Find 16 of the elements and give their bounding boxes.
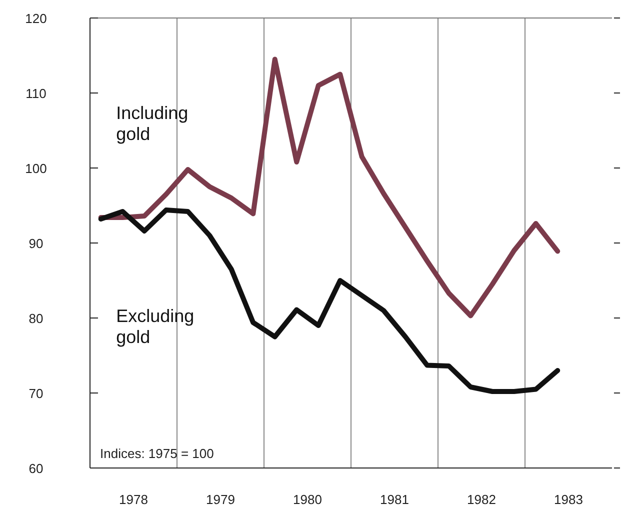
y-tick-label: 90 <box>28 236 44 251</box>
x-tick-label: 1980 <box>293 492 322 507</box>
y-tick-label: 120 <box>25 11 47 26</box>
x-tick-label: 1978 <box>119 492 148 507</box>
x-tick-label: 1979 <box>206 492 235 507</box>
x-tick-label: 1982 <box>467 492 496 507</box>
y-tick-label: 80 <box>28 311 44 326</box>
text: Excluding gold <box>116 306 196 348</box>
y-tick-label: 100 <box>25 161 47 176</box>
x-tick-label: 1983 <box>554 492 583 507</box>
x-tick-label: 1981 <box>380 492 409 507</box>
series-label: Including gold <box>116 103 190 146</box>
annotation: Indices: 1975 = 100 <box>100 446 214 461</box>
y-tick-label: 70 <box>28 386 44 401</box>
y-tick-label: 110 <box>26 86 46 101</box>
y-tick-label: 60 <box>28 461 44 476</box>
